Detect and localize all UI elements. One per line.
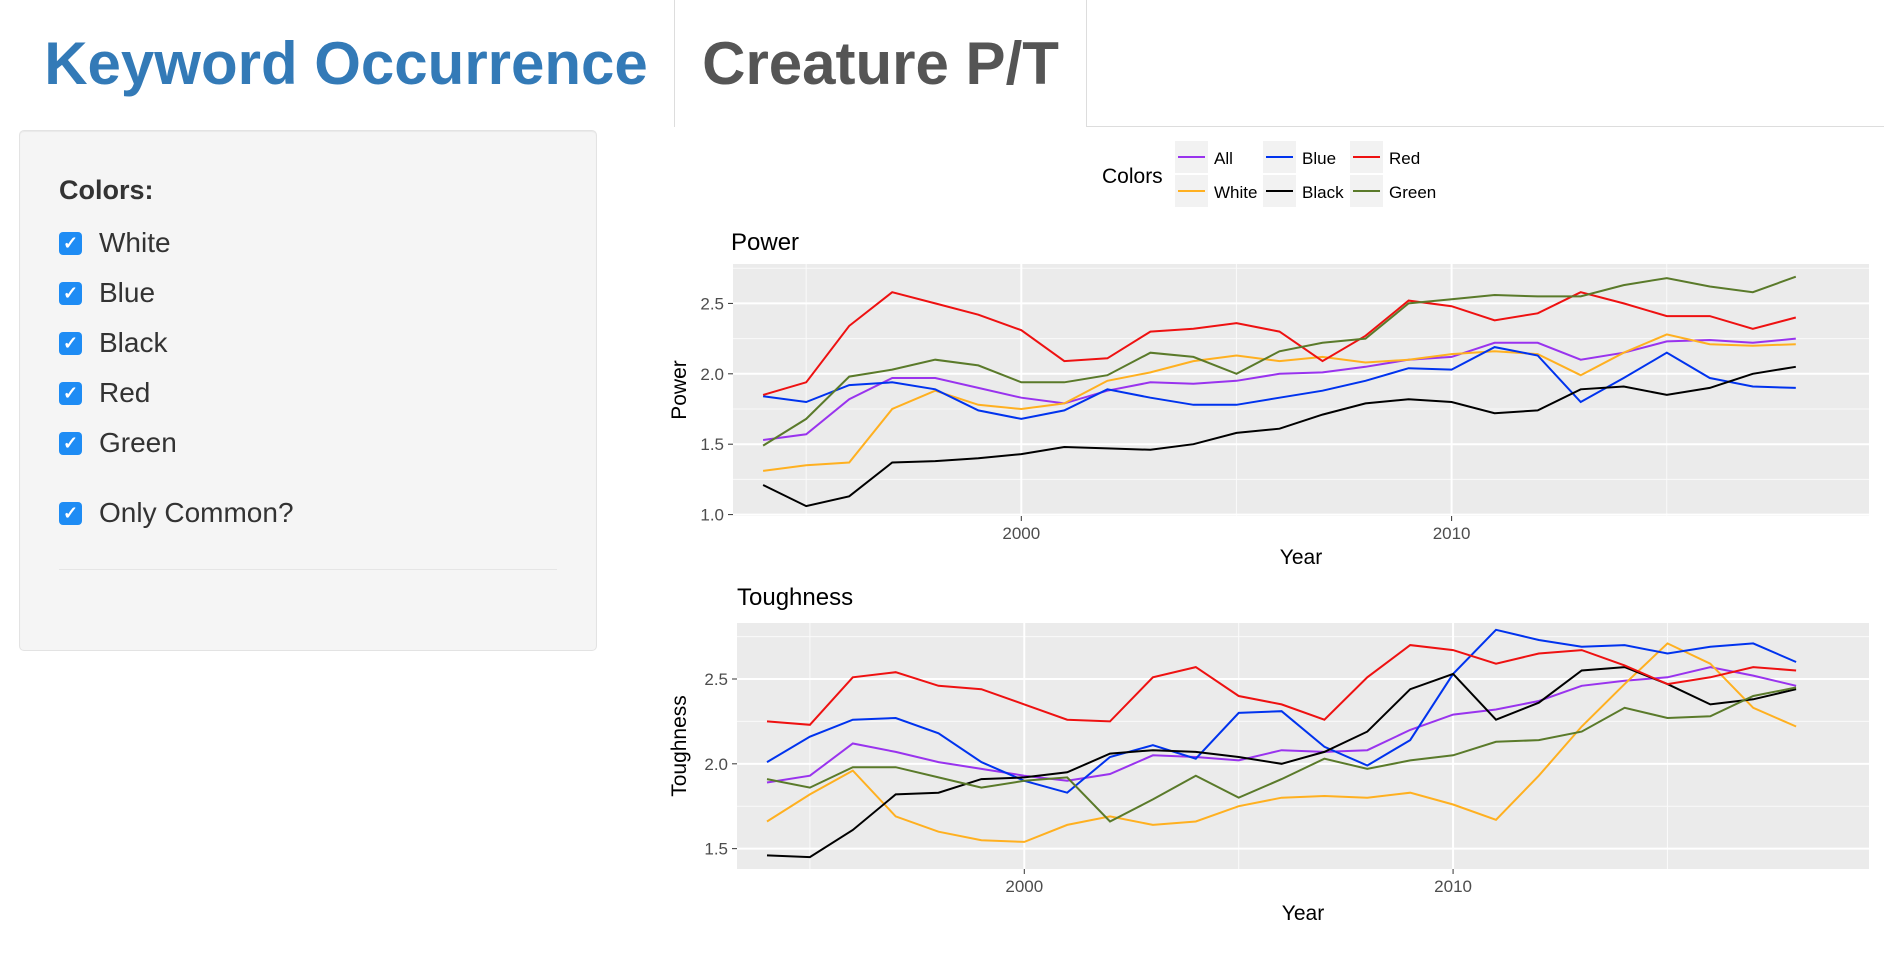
- legend-key-green: Green: [1350, 175, 1436, 207]
- tab-bar: Keyword Occurrence Creature P/T: [0, 0, 1884, 127]
- power-y-axis-label: Power: [668, 360, 691, 420]
- toughness-x-tick-label: 2000: [1005, 877, 1043, 896]
- legend-label-all: All: [1214, 149, 1233, 168]
- toughness-series: [766, 628, 1797, 859]
- power-line-all: [762, 337, 1796, 441]
- colors-label: Colors:: [59, 175, 154, 205]
- power-line-red: [762, 291, 1797, 396]
- power-line-black: [762, 365, 1796, 508]
- legend-key-all: All: [1175, 141, 1233, 173]
- legend-title: Colors: [1102, 165, 1163, 188]
- sidebar-panel: Colors: ✓ White ✓ Blue ✓ Black ✓ Red ✓ G…: [19, 130, 597, 651]
- legend-label-black: Black: [1302, 183, 1344, 202]
- toughness-line-red: [766, 644, 1797, 726]
- legend-label-blue: Blue: [1302, 149, 1336, 168]
- checkbox-black-box[interactable]: ✓: [59, 331, 82, 355]
- toughness-line-black: [766, 666, 1797, 859]
- toughness-y-axis-label: Toughness: [668, 695, 691, 797]
- legend-label-red: Red: [1389, 149, 1420, 168]
- checkbox-white-label: White: [99, 227, 171, 258]
- checkbox-red-label: Red: [99, 377, 151, 408]
- checkbox-blue-box[interactable]: ✓: [59, 281, 82, 305]
- checkbox-white[interactable]: ✓ White: [59, 227, 171, 259]
- checkbox-green[interactable]: ✓ Green: [59, 427, 177, 459]
- toughness-x-axis-label: Year: [1282, 902, 1324, 925]
- checkbox-red-box[interactable]: ✓: [59, 381, 82, 405]
- checkbox-black-label: Black: [99, 327, 168, 358]
- toughness-line-all: [766, 666, 1797, 784]
- toughness-y-ticks: 1.5 2.0 2.5: [704, 670, 737, 859]
- legend-label-white: White: [1214, 183, 1257, 202]
- power-x-tick-label: 2000: [1002, 524, 1040, 543]
- power-chart-title: Power: [731, 229, 799, 256]
- checkbox-white-box[interactable]: ✓: [59, 231, 82, 255]
- power-x-ticks: 2000 2010: [1002, 516, 1471, 543]
- power-chart: Power 1.0 1.5 2.0 2.5 2000 2010 Year Power: [668, 229, 1869, 569]
- legend: Colors All White Blue Black Red: [1102, 141, 1436, 207]
- power-y-ticks: 1.0 1.5 2.0 2.5: [700, 294, 733, 525]
- power-line-green: [762, 275, 1797, 447]
- checkbox-only-common[interactable]: ✓ Only Common?: [59, 497, 294, 529]
- power-series: [762, 275, 1797, 508]
- checkbox-black[interactable]: ✓ Black: [59, 327, 167, 359]
- checkbox-blue[interactable]: ✓ Blue: [59, 277, 155, 309]
- power-line-white: [762, 333, 1796, 472]
- legend-key-white: White: [1175, 175, 1257, 207]
- toughness-chart: Toughness 1.5 2.0 2.5 2000 2010 Year Toughn…: [668, 584, 1869, 925]
- toughness-line-blue: [766, 628, 1797, 794]
- legend-key-red: Red: [1350, 141, 1420, 173]
- power-x-tick-label: 2010: [1433, 524, 1471, 543]
- checkbox-only-common-label: Only Common?: [99, 497, 294, 528]
- power-y-tick-label: 1.0: [700, 506, 724, 525]
- toughness-line-white: [766, 642, 1797, 843]
- toughness-plot-background: [737, 623, 1869, 869]
- tab-creature-pt[interactable]: Creature P/T: [674, 0, 1087, 127]
- toughness-line-green: [766, 686, 1797, 823]
- power-y-tick-label: 2.0: [700, 365, 724, 384]
- sidebar-divider: [59, 569, 557, 570]
- legend-key-blue: Blue: [1263, 141, 1336, 173]
- checkbox-blue-label: Blue: [99, 277, 156, 308]
- checkbox-red[interactable]: ✓ Red: [59, 377, 150, 409]
- tab-bar-divider: [1087, 126, 1884, 127]
- toughness-y-tick-label: 2.5: [704, 670, 728, 689]
- toughness-x-ticks: 2000 2010: [1005, 869, 1472, 896]
- legend-key-black: Black: [1263, 175, 1344, 207]
- legend-label-green: Green: [1389, 183, 1436, 202]
- toughness-x-tick-label: 2010: [1434, 877, 1472, 896]
- toughness-gridlines: [737, 623, 1869, 869]
- power-y-tick-label: 1.5: [700, 435, 724, 454]
- power-y-tick-label: 2.5: [700, 294, 724, 313]
- toughness-y-tick-label: 2.0: [704, 755, 728, 774]
- checkbox-only-common-box[interactable]: ✓: [59, 501, 82, 525]
- toughness-y-tick-label: 1.5: [704, 840, 728, 859]
- power-plot-background: [733, 264, 1869, 516]
- power-line-blue: [762, 346, 1796, 420]
- tab-keyword-occurrence[interactable]: Keyword Occurrence: [44, 29, 648, 97]
- checkbox-green-label: Green: [99, 427, 177, 458]
- checkbox-green-box[interactable]: ✓: [59, 431, 82, 455]
- power-x-axis-label: Year: [1280, 546, 1322, 569]
- toughness-chart-title: Toughness: [737, 584, 853, 611]
- power-gridlines: [733, 264, 1869, 516]
